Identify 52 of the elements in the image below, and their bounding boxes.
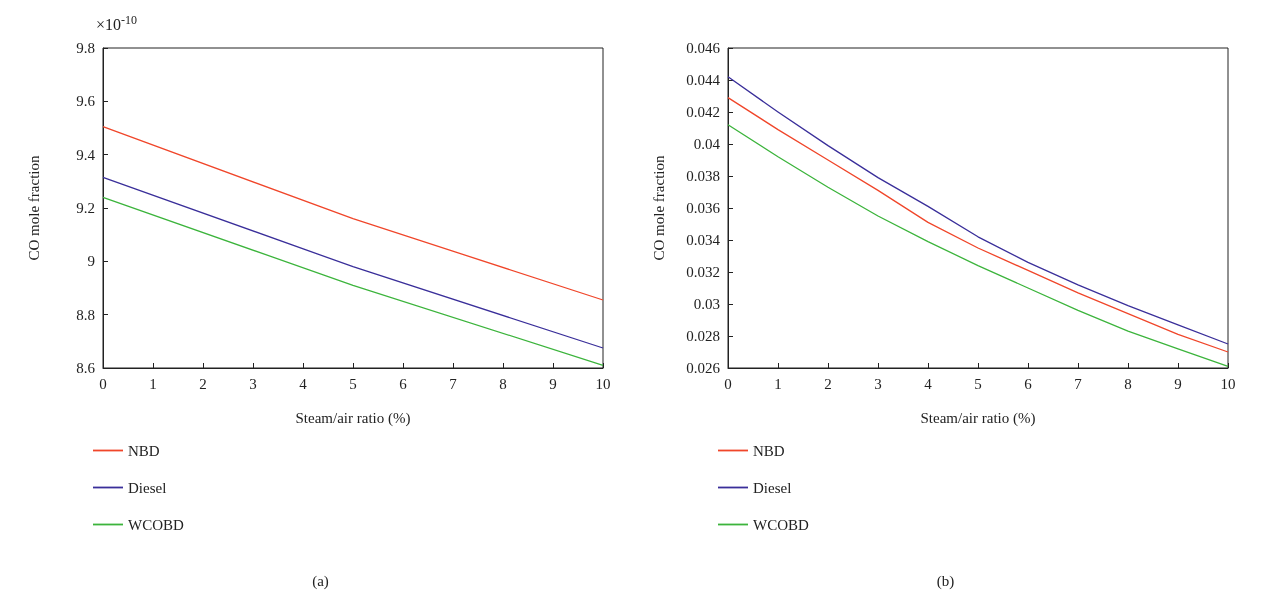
x-tick-label: 10: [1220, 375, 1236, 392]
y-tick-label: 0.032: [686, 264, 720, 280]
x-tick-label: 1: [149, 375, 157, 392]
y-tick-label: 0.038: [686, 168, 720, 184]
x-tick-label: 0: [724, 375, 732, 392]
y-tick-label: 8.8: [76, 306, 95, 323]
y-tick-label: 9: [87, 253, 95, 270]
x-tick-label: 7: [449, 375, 458, 392]
x-tick-label: 3: [874, 375, 882, 392]
y-tick-label: 8.6: [76, 360, 96, 376]
legend-label: WCOBD: [753, 516, 809, 533]
x-tick-label: 9: [549, 375, 557, 392]
x-tick-label: 2: [199, 375, 207, 392]
legend-label: NBD: [753, 442, 785, 459]
x-tick-label: 7: [1074, 375, 1083, 392]
x-tick-label: 4: [924, 375, 933, 392]
legend-label: Diesel: [753, 479, 792, 496]
y-tick-label: 0.044: [686, 72, 721, 88]
x-axis-title: Steam/air ratio (%): [295, 409, 411, 427]
x-tick-label: 5: [974, 375, 982, 392]
x-tick-label: 8: [1124, 375, 1132, 392]
y-tick-label: 0.046: [686, 40, 721, 56]
y-tick-label: 0.036: [686, 200, 721, 216]
y-tick-label: 9.4: [76, 146, 96, 163]
x-tick-label: 10: [595, 375, 611, 392]
y-tick-label: 0.04: [693, 136, 721, 152]
x-tick-label: 2: [824, 375, 832, 392]
x-tick-label: 9: [1174, 375, 1182, 392]
x-axis-title: Steam/air ratio (%): [920, 409, 1036, 427]
legend-label: Diesel: [128, 479, 167, 496]
y-tick-label: 0.028: [686, 328, 720, 344]
x-tick-label: 0: [99, 375, 107, 392]
y-tick-label: 0.042: [686, 104, 720, 120]
legend-label: NBD: [128, 442, 160, 459]
text: (b): [936, 572, 955, 590]
y-tick-label: 9.8: [76, 40, 95, 56]
y-tick-label: 9.6: [76, 93, 96, 110]
text: (a): [312, 572, 329, 590]
x-tick-label: 8: [499, 375, 507, 392]
x-tick-label: 4: [299, 375, 308, 392]
y-tick-label: 0.03: [693, 296, 720, 312]
y-tick-label: 9.2: [76, 200, 95, 216]
y-axis-title: CO mole fraction: [650, 155, 667, 261]
x-tick-label: 5: [349, 375, 357, 392]
x-tick-label: 6: [399, 375, 408, 392]
y-tick-label: 0.026: [686, 360, 721, 376]
y-tick-label: 0.034: [686, 232, 721, 248]
x-tick-label: 1: [774, 375, 782, 392]
x-tick-label: 6: [1024, 375, 1033, 392]
x-tick-label: 3: [249, 375, 257, 392]
legend-label: WCOBD: [128, 516, 184, 533]
y-axis-title: CO mole fraction: [25, 155, 42, 261]
